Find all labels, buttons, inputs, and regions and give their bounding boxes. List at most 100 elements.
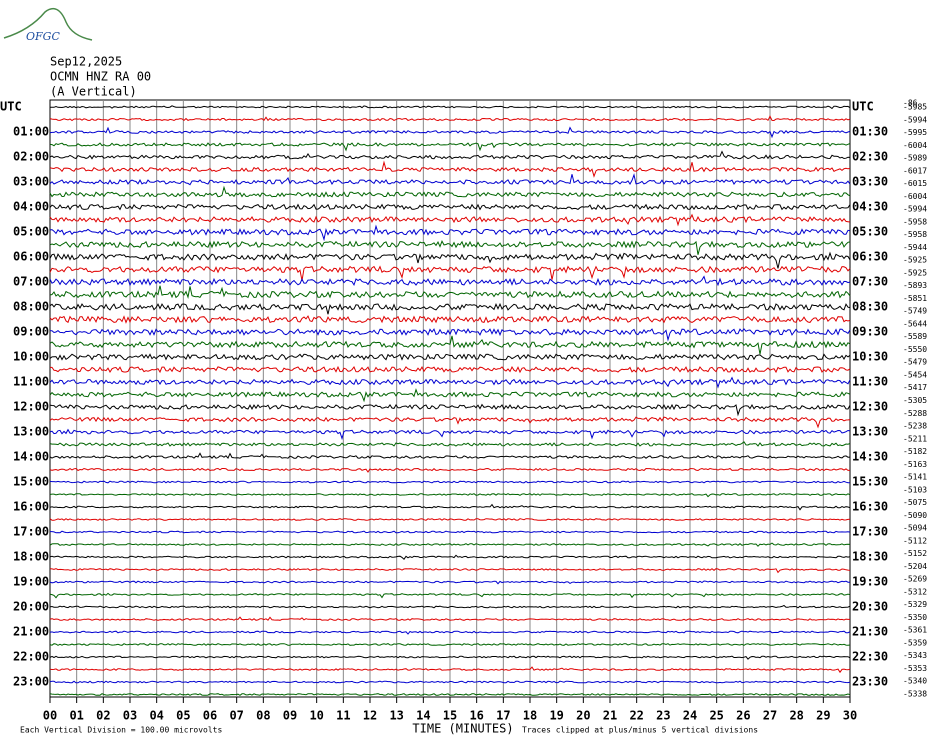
right-time-label: 17:30 (852, 525, 888, 539)
right-time-label: 01:30 (852, 125, 888, 139)
right-time-label: 03:30 (852, 175, 888, 189)
left-time-label: 09:00 (13, 325, 49, 339)
offset-label: -5338 (903, 690, 927, 699)
trace (49, 376, 851, 389)
x-tick-label: 17 (496, 709, 510, 723)
offset-label: -5075 (903, 498, 927, 507)
offset-label: -5944 (903, 243, 927, 252)
left-time-label: 11:00 (13, 375, 49, 389)
trace (49, 142, 851, 152)
left-time-label: 07:00 (13, 275, 49, 289)
offset-label: -5238 (903, 422, 927, 431)
offset-label: -5749 (903, 307, 927, 316)
x-tick-label: 09 (283, 709, 297, 723)
trace (49, 680, 851, 684)
offset-label: -5925 (903, 268, 927, 277)
left-time-label: UTC (0, 100, 22, 114)
offset-label: -5204 (903, 562, 927, 571)
offset-label: -5361 (903, 626, 927, 635)
left-time-label: 14:00 (13, 450, 49, 464)
right-time-label: 10:30 (852, 350, 888, 364)
offset-label: -5644 (903, 319, 927, 328)
x-tick-label: 25 (709, 709, 723, 723)
date: Sep12,2025 (50, 55, 122, 69)
trace (49, 315, 851, 324)
left-time-label: 01:00 (13, 125, 49, 139)
left-time-label: 02:00 (13, 150, 49, 164)
x-tick-label: 28 (789, 709, 803, 723)
trace (49, 403, 851, 417)
offset-label: -5112 (903, 536, 927, 545)
x-tick-label: 04 (149, 709, 163, 723)
offset-label: -5359 (903, 638, 927, 647)
trace (49, 554, 851, 560)
offset-label: -6004 (903, 141, 927, 150)
trace (50, 328, 851, 342)
offset-label: -5305 (903, 396, 927, 405)
trace (49, 643, 851, 646)
right-time-label: 07:30 (852, 275, 888, 289)
offset-label: -6015 (903, 179, 927, 188)
x-tick-label: 11 (336, 709, 350, 723)
offset-label: -5994 (903, 115, 927, 124)
offset-label: -5343 (903, 651, 927, 660)
offset-top: -86 (903, 99, 918, 108)
trace (49, 666, 851, 674)
trace (49, 616, 850, 621)
x-tick-label: 13 (389, 709, 403, 723)
right-time-label: 04:30 (852, 200, 888, 214)
offset-label: -5103 (903, 485, 927, 494)
x-tick-label: 02 (96, 709, 110, 723)
offset-label: -6004 (903, 192, 927, 201)
right-time-label: 14:30 (852, 450, 888, 464)
trace (49, 265, 851, 281)
left-time-label: 18:00 (13, 550, 49, 564)
trace (49, 302, 851, 315)
left-time-label: 22:00 (13, 650, 49, 664)
offset-label: -5550 (903, 345, 927, 354)
offset-label: -5851 (903, 294, 927, 303)
x-tick-label: 14 (416, 709, 430, 723)
trace (49, 452, 851, 460)
offset-label: -5288 (903, 409, 927, 418)
offset-label: -5141 (903, 473, 927, 482)
offset-label: -5995 (903, 128, 927, 137)
trace (49, 251, 851, 269)
right-time-label: 19:30 (852, 575, 888, 589)
right-time-label: 13:30 (852, 425, 888, 439)
trace (49, 568, 851, 574)
trace (49, 213, 851, 227)
right-time-label: 11:30 (852, 375, 888, 389)
left-time-label: 13:00 (13, 425, 49, 439)
right-time-label: 09:30 (852, 325, 888, 339)
x-tick-label: 23 (656, 709, 670, 723)
left-time-label: 06:00 (13, 250, 49, 264)
trace (49, 335, 851, 355)
offset-label: -5152 (903, 549, 927, 558)
left-time-label: 15:00 (13, 475, 49, 489)
x-tick-label: 19 (549, 709, 563, 723)
left-time-label: 05:00 (13, 225, 49, 239)
right-time-label: 12:30 (852, 400, 888, 414)
x-tick-label: 16 (469, 709, 483, 723)
trace (49, 224, 851, 242)
x-axis-title: TIME (MINUTES) (412, 722, 513, 736)
right-time-label: 02:30 (852, 150, 888, 164)
x-tick-label: 10 (309, 709, 323, 723)
offset-label: -5958 (903, 217, 927, 226)
left-time-label: 20:00 (13, 600, 49, 614)
trace (49, 203, 851, 211)
trace (49, 160, 851, 178)
trace (49, 493, 851, 498)
x-tick-label: 03 (123, 709, 137, 723)
trace (49, 480, 851, 484)
offset-label: -5985 (903, 103, 927, 112)
left-time-label: 17:00 (13, 525, 49, 539)
trace (50, 365, 851, 374)
x-tick-label: 27 (763, 709, 777, 723)
left-time-label: 23:00 (13, 675, 49, 689)
trace (49, 655, 851, 660)
offset-label: -5958 (903, 230, 927, 239)
offset-label: -6017 (903, 166, 927, 175)
offset-label: -5269 (903, 575, 927, 584)
